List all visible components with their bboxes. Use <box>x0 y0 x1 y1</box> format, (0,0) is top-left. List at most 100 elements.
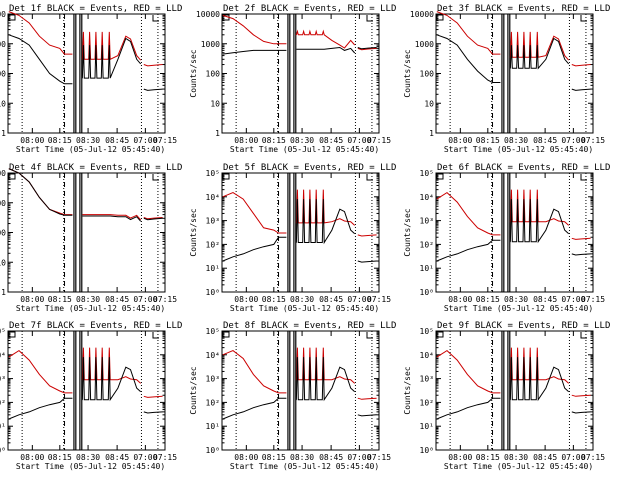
y-axis-label: Counts/sec <box>403 208 412 256</box>
x-tick-label: 08:45 <box>319 295 343 304</box>
corner-marker <box>366 332 373 339</box>
events-series-line <box>571 88 591 91</box>
events-series-line <box>357 47 377 50</box>
x-tick-label: 08:30 <box>504 453 528 462</box>
events-series-line <box>509 37 570 70</box>
x-tick-label: 08:30 <box>290 453 314 462</box>
y-tick-label: 1 <box>1 288 6 297</box>
x-axis-label: Start Time (05-Jul-12 05:45:40) <box>16 462 165 471</box>
y-axis-label: Counts/sec <box>403 49 412 97</box>
events-series-line <box>436 397 501 420</box>
plot-frame <box>435 330 594 451</box>
y-tick-label: 10² <box>420 398 434 407</box>
x-tick-label: 08:15 <box>48 136 72 145</box>
events-series-line <box>82 215 142 222</box>
corner-marker <box>152 332 159 339</box>
lld-series-line <box>222 14 287 45</box>
events-series-line <box>571 253 591 256</box>
x-tick-label: 08:00 <box>20 136 44 145</box>
x-tick-label: 08:45 <box>105 136 129 145</box>
y-tick-label: 10⁰ <box>420 446 434 455</box>
panel-title: Det 6f BLACK = Events, RED = LLD <box>437 163 610 173</box>
y-tick-label: 10³ <box>420 375 434 384</box>
events-series-line <box>143 411 163 414</box>
x-tick-label: 08:15 <box>476 453 500 462</box>
x-tick-label: 08:00 <box>448 295 472 304</box>
x-tick-label: 07:15 <box>153 136 177 145</box>
y-axis-label: Counts/sec <box>189 49 198 97</box>
panel-det-3: Det 3f BLACK = Events, RED = LLD 1 10 100 10… <box>403 4 610 154</box>
x-axis-label: Start Time (05-Jul-12 05:45:40) <box>230 462 379 471</box>
corner-marker <box>436 331 444 338</box>
x-tick-label: 08:30 <box>504 295 528 304</box>
y-tick-label: 10 <box>210 99 220 108</box>
x-tick-label: 07:00 <box>561 136 585 145</box>
x-tick-label: 08:45 <box>533 453 557 462</box>
events-series-line <box>8 34 73 85</box>
events-series-line <box>571 411 591 414</box>
x-tick-label: 08:15 <box>262 295 286 304</box>
x-axis-label: Start Time (05-Jul-12 05:45:40) <box>230 304 379 313</box>
y-tick-label: 100 <box>0 70 6 79</box>
plot-frame <box>435 172 594 293</box>
y-tick-label: 10¹ <box>420 264 434 273</box>
y-tick-label: 10000 <box>0 10 6 19</box>
y-tick-label: 10³ <box>0 375 6 384</box>
x-tick-label: 08:00 <box>20 295 44 304</box>
lld-series-line <box>571 64 591 67</box>
corner-marker <box>436 173 444 180</box>
lld-series-line <box>357 397 377 400</box>
x-tick-label: 07:15 <box>581 295 605 304</box>
y-tick-label: 10 <box>0 258 6 267</box>
y-tick-label: 10² <box>0 398 6 407</box>
x-tick-label: 08:00 <box>20 453 44 462</box>
x-tick-label: 07:15 <box>581 136 605 145</box>
x-tick-label: 07:00 <box>133 453 157 462</box>
x-axis-label: Start Time (05-Jul-12 05:45:40) <box>444 304 593 313</box>
panel-det-6: Det 6f BLACK = Events, RED = LLD 10⁰ 10¹ 10… <box>403 163 610 313</box>
x-tick-label: 07:00 <box>347 453 371 462</box>
plot-frame <box>221 330 380 451</box>
x-tick-label: 07:00 <box>347 295 371 304</box>
x-tick-label: 07:15 <box>153 453 177 462</box>
y-tick-label: 10⁰ <box>206 288 220 297</box>
x-tick-label: 07:15 <box>367 295 391 304</box>
y-tick-label: 10⁵ <box>420 327 434 336</box>
panel-title: Det 1f BLACK = Events, RED = LLD <box>9 4 182 14</box>
lld-series-line <box>8 349 73 394</box>
y-tick-label: 10000 <box>196 10 220 19</box>
y-tick-label: 10⁵ <box>206 169 220 178</box>
lld-series-line <box>571 237 591 240</box>
x-tick-label: 08:15 <box>48 453 72 462</box>
lld-series-line <box>81 31 142 61</box>
y-tick-label: 10⁵ <box>420 169 434 178</box>
y-tick-label: 1000 <box>0 40 6 49</box>
x-tick-label: 07:00 <box>133 136 157 145</box>
x-tick-label: 08:45 <box>319 136 343 145</box>
events-series-line <box>295 357 356 402</box>
y-tick-label: 100 <box>0 229 6 238</box>
y-tick-label: 10⁴ <box>420 351 434 360</box>
y-tick-label: 1000 <box>0 199 6 208</box>
corner-marker <box>152 174 159 181</box>
lld-series-line <box>295 29 356 49</box>
x-axis-label: Start Time (05-Jul-12 05:45:40) <box>444 462 593 471</box>
x-tick-label: 08:00 <box>448 453 472 462</box>
panel-title: Det 7f BLACK = Events, RED = LLD <box>9 321 182 331</box>
y-axis-label: Counts/sec <box>189 366 198 414</box>
x-tick-label: 07:15 <box>581 453 605 462</box>
panel-det-9: Det 9f BLACK = Events, RED = LLD 10⁰ 10¹ 10… <box>403 321 610 471</box>
lld-series-line <box>436 191 501 236</box>
panel-det-7: Det 7f BLACK = Events, RED = LLD 10⁰ 10¹ 10… <box>0 321 182 471</box>
x-axis-label: Start Time (05-Jul-12 05:45:40) <box>230 145 379 154</box>
events-series-line <box>222 49 287 55</box>
y-tick-label: 10 <box>0 99 6 108</box>
x-tick-label: 07:15 <box>367 136 391 145</box>
events-series-line <box>8 397 73 420</box>
x-tick-label: 08:15 <box>262 453 286 462</box>
x-tick-label: 08:00 <box>234 295 258 304</box>
lld-series-line <box>571 394 591 397</box>
y-tick-label: 1 <box>429 129 434 138</box>
y-tick-label: 100 <box>206 70 221 79</box>
y-tick-label: 1000 <box>201 40 220 49</box>
